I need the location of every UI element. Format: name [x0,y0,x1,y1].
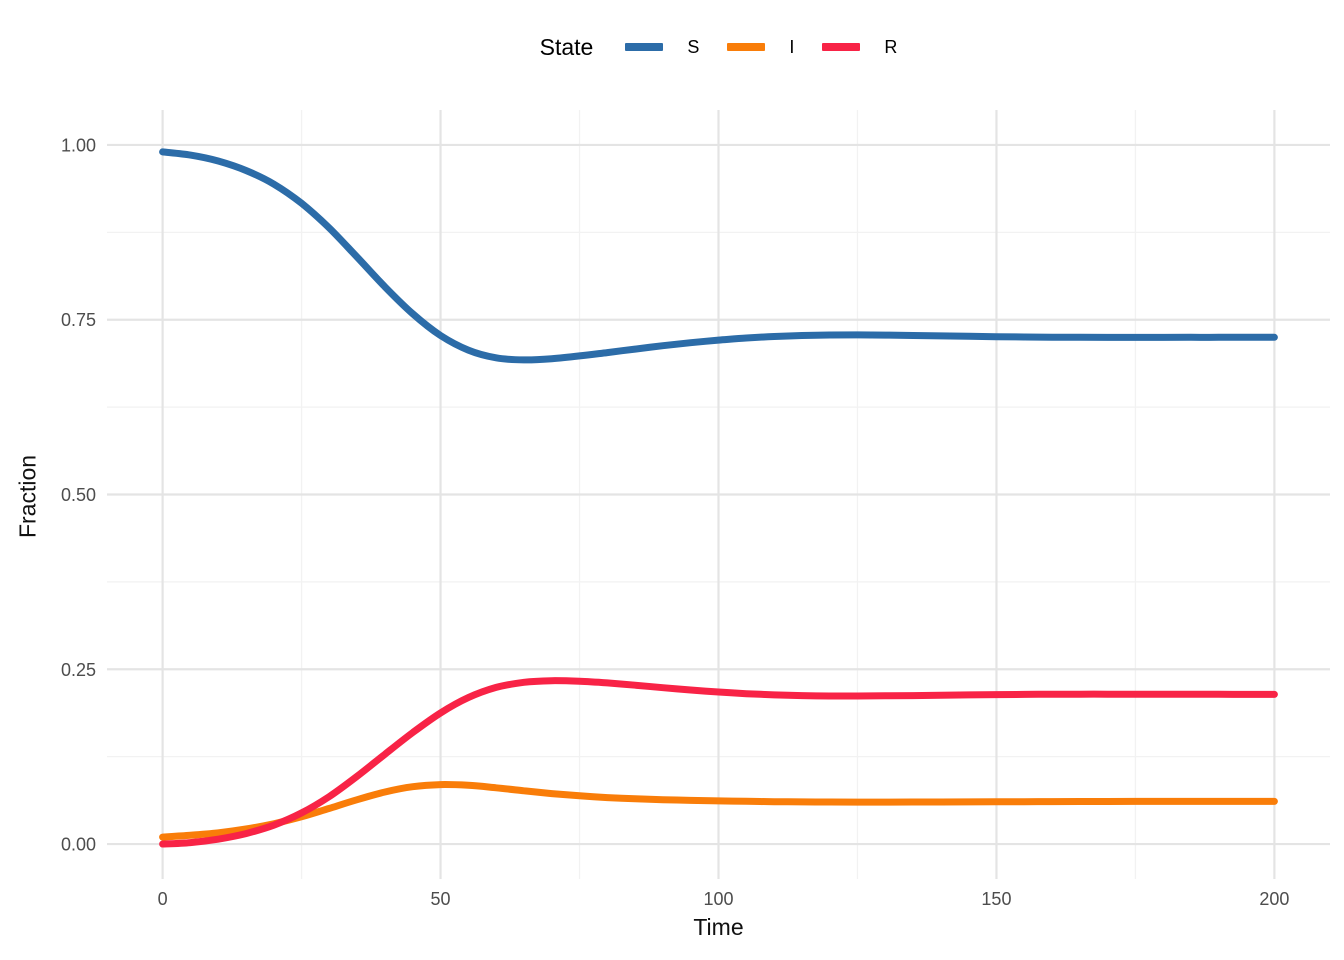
y-tick-label: 1.00 [61,135,96,155]
x-tick-label: 50 [431,889,451,909]
x-tick-label: 200 [1259,889,1289,909]
x-tick-label: 100 [703,889,733,909]
y-axis-title: Fraction [14,454,41,539]
y-tick-label: 0.25 [61,660,96,680]
legend-key-i-icon [727,43,766,51]
legend-label-s: S [687,36,700,57]
y-tick-label: 0.50 [61,485,96,505]
x-axis-title: Time [693,914,744,940]
series-line-S [159,148,1278,364]
x-tick-label: 150 [981,889,1011,909]
legend-key-s-icon [625,43,664,51]
series-line-I [159,781,1278,841]
legend-title: State [539,33,594,60]
series-line-R [159,677,1278,848]
legend-label-r: R [884,36,898,57]
y-tick-label: 0.00 [61,835,96,855]
legend-item-r: R [822,37,897,58]
x-tick-label: 0 [158,889,168,909]
legend-item-s: S [625,37,699,58]
legend: State S I R [107,24,1330,70]
legend-label-i: I [789,36,795,57]
legend-key-r-icon [822,43,861,51]
y-tick-label: 0.75 [61,310,96,330]
legend-item-i: I [727,37,794,58]
